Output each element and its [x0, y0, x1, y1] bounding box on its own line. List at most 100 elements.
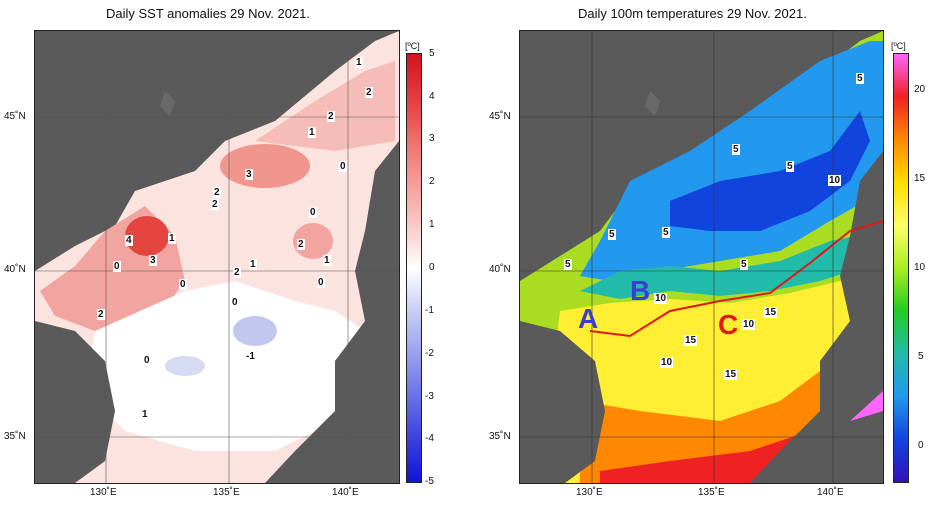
land-korea [35, 321, 115, 483]
left-panel-title: Daily SST anomalies 29 Nov. 2021. [106, 6, 311, 21]
contour-label: 0 [309, 207, 317, 218]
contour-label: 2 [297, 239, 305, 250]
lat-label-40n: 40˚N [4, 264, 26, 275]
land-japan [750, 151, 883, 483]
land-asia [520, 31, 820, 271]
colorbar-tick: -4 [425, 433, 434, 444]
colorbar-unit-right: [ºC] [891, 41, 906, 51]
contour-label: 2 [233, 267, 241, 278]
teal-water-zone [580, 231, 883, 299]
region-label-c: C [718, 309, 739, 340]
lat-label-40n: 40˚N [489, 264, 511, 275]
region-label-b: B [630, 275, 651, 306]
contour-label: 1 [308, 127, 316, 138]
warm-anomaly-zone-3 [293, 223, 333, 259]
sst-anomaly-map-canvas [35, 31, 399, 483]
lat-label-45n: 45˚N [489, 111, 511, 122]
colorbar-tick: -1 [425, 305, 434, 316]
colorbar-unit-left: [ºC] [405, 41, 420, 51]
cool-anomaly-zone-2 [165, 356, 205, 376]
contour-label: 10 [742, 319, 756, 330]
colorbar-tick: 3 [429, 133, 435, 144]
temperature-100m-map[interactable]: A B C 5 5 5 10 5 5 5 5 10 10 15 10 15 15 [519, 30, 884, 484]
contour-label: 5 [564, 259, 572, 270]
contour-label: 1 [168, 233, 176, 244]
contour-label: 0 [231, 297, 239, 308]
contour-label: 0 [143, 355, 151, 366]
contour-label: 5 [732, 144, 740, 155]
lat-label-35n: 35˚N [489, 431, 511, 442]
contour-label: 15 [684, 335, 698, 346]
cool-anomaly-zone [233, 316, 277, 346]
contour-label: 1 [355, 57, 363, 68]
colorbar-tick: 5 [429, 48, 435, 59]
colorbar-tick: -2 [425, 348, 434, 359]
max-anomaly-zone [125, 216, 169, 256]
cold-water-zone [580, 41, 883, 281]
colorbar-tick: 2 [429, 176, 435, 187]
land-asia [35, 31, 335, 261]
contour-label: 1 [323, 255, 331, 266]
colorbar-tick: 5 [918, 351, 924, 362]
colorbar-left [406, 53, 422, 483]
contour-label: -1 [245, 351, 256, 362]
grid-lines [35, 31, 399, 483]
colorbar-tick: 0 [918, 440, 924, 451]
lat-label-45n: 45˚N [4, 111, 26, 122]
warm-anomaly-zone-4 [255, 61, 395, 151]
lon-label-130e: 130˚E [576, 487, 603, 498]
contour-label: 3 [245, 169, 253, 180]
region-label-a: A [578, 303, 599, 334]
contour-label: 15 [764, 307, 778, 318]
land-japan [265, 141, 399, 483]
colorbar-tick: 4 [429, 91, 435, 102]
land-island [160, 91, 175, 116]
contour-label: 2 [97, 309, 105, 320]
contour-label: 1 [141, 409, 149, 420]
contour-label: 5 [786, 161, 794, 172]
contour-label: 2 [213, 187, 221, 198]
warm-anomaly-zone-2 [220, 144, 310, 188]
contour-label: 2 [211, 199, 219, 210]
contour-label: 0 [113, 261, 121, 272]
colorbar-tick: -5 [425, 476, 434, 487]
colorbar-right [893, 53, 909, 483]
contour-label: 10 [654, 293, 668, 304]
contour-label: 5 [740, 259, 748, 270]
contour-label: 5 [608, 229, 616, 240]
colorbar-tick: -3 [425, 391, 434, 402]
contour-label: 0 [339, 161, 347, 172]
colorbar-tick: 20 [914, 84, 926, 95]
colorbar-tick: 0 [429, 262, 435, 273]
contour-label: 10 [828, 175, 842, 186]
coldest-water-zone [670, 111, 870, 231]
lon-label-140e: 140˚E [332, 487, 359, 498]
contour-label: 15 [724, 369, 738, 380]
contour-label: 0 [317, 277, 325, 288]
colorbar-tick: 1 [429, 219, 435, 230]
right-panel-title: Daily 100m temperatures 29 Nov. 2021. [578, 6, 807, 21]
contour-label: 10 [660, 357, 674, 368]
colorbar-tick: 15 [914, 173, 926, 184]
neutral-zone [85, 281, 365, 451]
contour-label: 4 [125, 235, 133, 246]
contour-label: 5 [856, 73, 864, 84]
temperature-100m-map-canvas [520, 31, 883, 483]
lon-label-135e: 135˚E [698, 487, 725, 498]
contour-label: 2 [365, 87, 373, 98]
contour-label: 1 [249, 259, 257, 270]
sst-anomaly-map[interactable]: 1 2 2 1 0 3 2 2 0 2 1 4 1 0 3 2 1 0 0 2 … [34, 30, 400, 484]
lon-label-130e: 130˚E [90, 487, 117, 498]
contour-label: 3 [149, 255, 157, 266]
lon-label-140e: 140˚E [817, 487, 844, 498]
land-korea [520, 321, 605, 483]
lon-label-135e: 135˚E [213, 487, 240, 498]
lat-label-35n: 35˚N [4, 431, 26, 442]
contour-label: 0 [179, 279, 187, 290]
grid-lines [520, 31, 883, 483]
section-route-line [589, 220, 883, 338]
contour-label: 2 [327, 111, 335, 122]
land-island [645, 91, 660, 116]
colorbar-tick: 10 [914, 262, 926, 273]
contour-label: 5 [662, 227, 670, 238]
